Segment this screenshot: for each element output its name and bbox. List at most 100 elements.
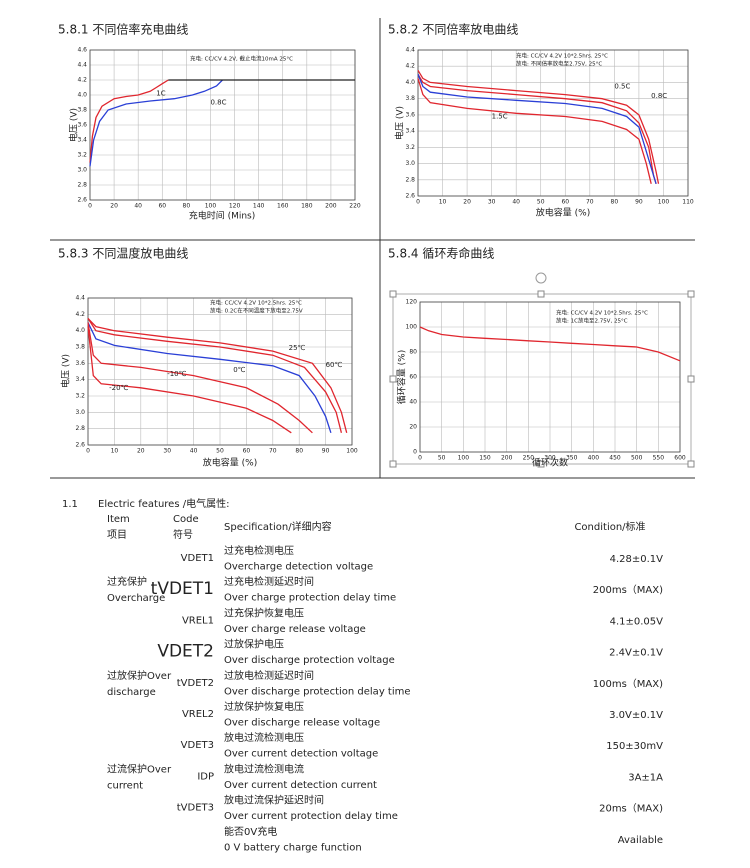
x-tick-label: 150: [479, 455, 491, 462]
x-tick-label: 80: [183, 203, 191, 210]
curve-label: -10℃: [167, 370, 186, 378]
header-cell: 项目: [107, 529, 127, 541]
x-tick-label: 550: [653, 455, 665, 462]
spec-en: 0 V battery charge function: [224, 842, 362, 853]
x-tick-label: 100: [458, 455, 470, 462]
y-tick-label: 2.8: [75, 425, 85, 432]
y-tick-label: 2.8: [405, 176, 415, 183]
code-cell: VREL2: [182, 709, 214, 720]
header-cell: Code: [173, 514, 199, 525]
section-number: 1.1: [62, 499, 78, 510]
condition-cell: 150±30mV: [606, 741, 663, 752]
x-tick-label: 60: [158, 203, 166, 210]
x-tick-label: 120: [229, 203, 241, 210]
x-tick-label: 80: [611, 199, 619, 206]
x-tick-label: 400: [588, 455, 600, 462]
chart: 5.8.1 不同倍率充电曲线 2.6 2.8 3.0 3.2 3.4 3.6 3.8 4.0 4.…: [58, 22, 361, 222]
x-tick-label: 250: [523, 455, 535, 462]
code-cell: VDET1: [181, 553, 214, 564]
y-tick-label: 3.4: [75, 376, 85, 383]
x-tick-label: 180: [301, 203, 313, 210]
group-label: current: [107, 780, 143, 791]
x-tick-label: 140: [253, 203, 265, 210]
code-cell: tVDET1: [151, 579, 214, 599]
spec-zh: 过充电检测电压: [224, 544, 294, 557]
x-tick-label: 60: [561, 199, 569, 206]
y-tick-label: 3.6: [75, 360, 85, 367]
spec-en: Over current protection delay time: [224, 811, 398, 822]
group-label: 过充保护: [107, 575, 147, 588]
y-tick-label: 3.2: [405, 144, 415, 151]
curve-label: 0℃: [233, 366, 245, 374]
section-title: Electric features /电气属性:: [98, 497, 229, 510]
x-tick-label: 0: [88, 203, 92, 210]
plot-frame: [419, 301, 681, 453]
x-tick-label: 100: [205, 203, 217, 210]
chart-note: 放电: 不同倍率放电至2.75V, 25°C: [516, 60, 602, 68]
x-axis-label: 放电容量 (%): [203, 457, 257, 469]
curve: [87, 322, 313, 434]
y-tick-label: 120: [406, 299, 418, 306]
y-tick-label: 3.0: [77, 167, 87, 174]
y-tick-label: 4.4: [77, 62, 87, 69]
chart-note: 充电: CC/CV 4.2V 10*2.5hrs. 25°C: [210, 299, 302, 307]
selection-handles: [389, 290, 695, 468]
spec-zh: 能否0V充电: [224, 825, 277, 838]
spec-en: Over charge release voltage: [224, 624, 366, 635]
chart-note: 放电: 1C放电至2.75V, 25°C: [556, 317, 628, 325]
spec-zh: 过充电检测延迟时间: [224, 575, 314, 588]
curve-label: 60℃: [326, 361, 343, 369]
y-tick-label: 2.6: [75, 442, 85, 449]
x-tick-label: 50: [216, 448, 224, 455]
x-tick-label: 30: [163, 448, 171, 455]
chart-note: 放电: 0.2C在不同温度下放电至2.75V: [210, 307, 303, 315]
curve-label: 0.5C: [614, 83, 630, 91]
x-axis-label: 充电时间 (Mins): [189, 210, 256, 222]
plot-frame: [417, 49, 689, 197]
y-tick-label: 3.6: [405, 111, 415, 118]
chart-title: 5.8.3 不同温度放电曲线: [58, 246, 188, 261]
spec-zh: 过充保护恢复电压: [224, 606, 304, 619]
x-tick-label: 220: [349, 203, 361, 210]
x-tick-label: 0: [86, 448, 90, 455]
y-axis-label: 循环容量 (%): [396, 350, 408, 404]
code-cell: VREL1: [182, 615, 214, 626]
y-tick-label: 4.2: [77, 77, 87, 84]
y-tick-label: 3.2: [75, 393, 85, 400]
curve: [89, 79, 223, 167]
spec-en: Over charge protection delay time: [224, 593, 396, 604]
spec-en: Over discharge protection delay time: [224, 686, 411, 697]
chart-title: 5.8.1 不同倍率充电曲线: [58, 22, 188, 37]
chart-title: 5.8.4 循环寿命曲线: [388, 246, 494, 261]
y-tick-label: 3.8: [75, 344, 85, 351]
y-tick-label: 3.4: [77, 137, 87, 144]
y-tick-label: 80: [409, 349, 417, 356]
header-cell: Condition/标准: [574, 521, 645, 533]
x-axis-label: 放电容量 (%): [536, 207, 590, 219]
condition-cell: Available: [618, 835, 663, 846]
y-tick-label: 2.6: [405, 193, 415, 200]
curve: [417, 69, 660, 184]
y-tick-label: 4.0: [77, 92, 87, 99]
x-tick-label: 70: [269, 448, 277, 455]
y-tick-label: 2.8: [77, 182, 87, 189]
chart-note: 充电: CC/CV 4.2V 10*2.5hrs. 25°C: [556, 309, 648, 317]
x-tick-label: 500: [631, 455, 643, 462]
x-tick-label: 110: [682, 199, 694, 206]
y-tick-label: 20: [409, 424, 417, 431]
x-tick-label: 80: [295, 448, 303, 455]
selection-box: [392, 293, 692, 465]
x-tick-label: 100: [346, 448, 358, 455]
spec-zh: 放电过流保护延迟时间: [224, 794, 324, 807]
header-cell: Item: [107, 514, 130, 525]
y-tick-label: 3.0: [405, 160, 415, 167]
x-tick-label: 20: [463, 199, 471, 206]
x-tick-label: 160: [277, 203, 289, 210]
curve: [417, 74, 657, 184]
x-tick-label: 70: [586, 199, 594, 206]
x-tick-label: 50: [438, 455, 446, 462]
curve-label: 1C: [156, 90, 165, 98]
y-tick-label: 0: [413, 449, 417, 456]
y-tick-label: 3.2: [77, 152, 87, 159]
